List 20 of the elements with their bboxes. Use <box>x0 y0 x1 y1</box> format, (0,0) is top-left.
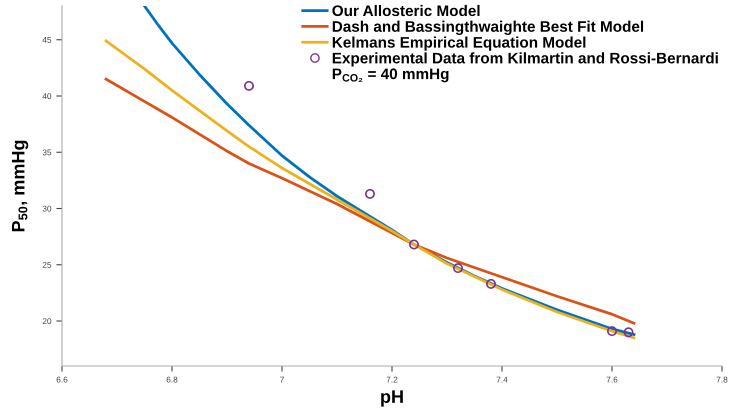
x-tick-label: 6.8 <box>166 376 178 383</box>
legend-label: Our Allosteric Model <box>332 4 480 16</box>
legend-label: Dash and Bassingthwaighte Best Fit Model <box>332 20 644 35</box>
x-tick-label: 7.8 <box>716 376 728 383</box>
y-tick-label: 35 <box>42 149 52 156</box>
y-tick-label: 25 <box>42 262 52 268</box>
y-tick-label: 20 <box>42 318 52 324</box>
y-tick-label: 40 <box>42 93 52 100</box>
y-axis-title: P$_{50}$, mmHg <box>12 140 28 232</box>
y-tick-label: 45 <box>42 37 52 43</box>
y-tick-label: 30 <box>42 206 52 212</box>
x-tick-label: 7.4 <box>496 376 508 382</box>
x-axis-title: pH <box>381 390 403 407</box>
annotation: P$_{CO₂}$ = 40 mmHg <box>332 68 448 82</box>
x-tick-label: 7.6 <box>606 376 618 383</box>
x-tick-label: 6.6 <box>56 376 68 383</box>
x-tick-label: 7.2 <box>386 376 398 382</box>
x-tick-label: 7 <box>280 376 284 382</box>
legend-label: Experimental Data from Kilmartin and Rossi-Bernardi <box>332 52 718 67</box>
legend-label: Kelmans Empirical Equation Model <box>332 36 586 51</box>
